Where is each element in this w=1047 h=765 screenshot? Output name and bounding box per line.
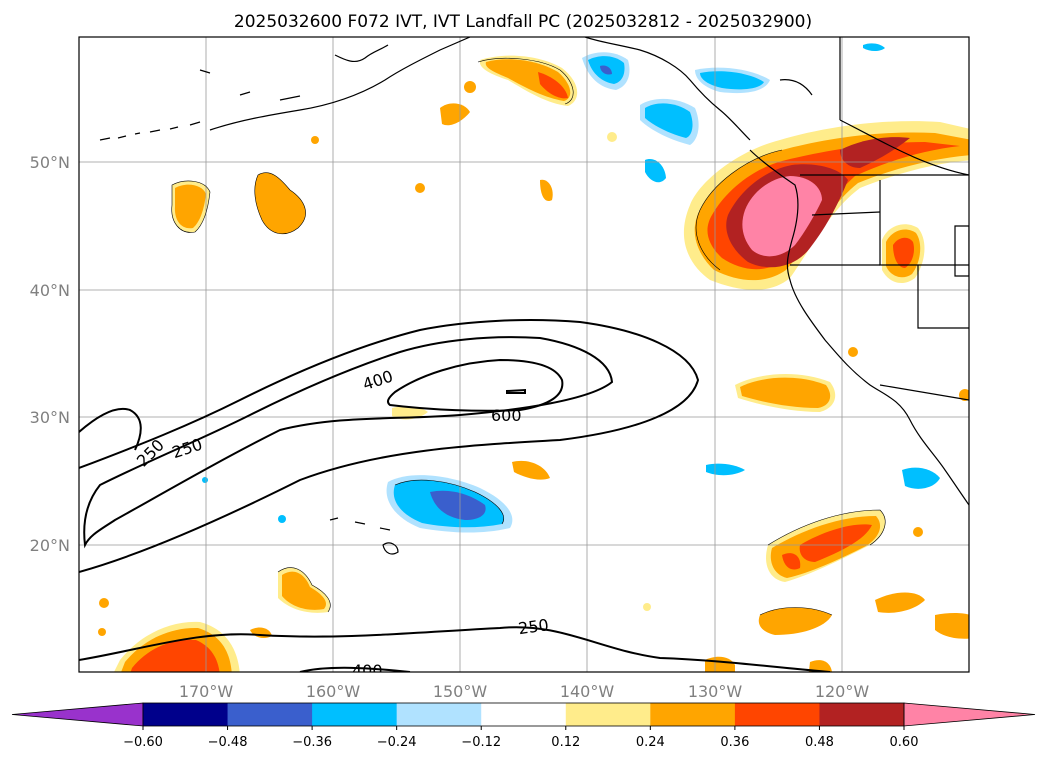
contour-label: 250 (517, 615, 550, 638)
small-blue-region (706, 463, 745, 476)
colorbar-segment (734, 703, 820, 726)
pnw-landfall-region (683, 121, 969, 290)
lon-label: 130°W (688, 682, 743, 701)
colorbar-tick-label: 0.48 (805, 735, 834, 750)
colorbar-segment (227, 703, 313, 726)
contour-inner (506, 388, 526, 394)
colorbar-tick-label: 0.12 (551, 735, 580, 750)
contour-250-south (79, 626, 831, 672)
lat-label: 20°N (30, 536, 70, 555)
central-pacific-blue (386, 475, 513, 533)
subtropical-orange (114, 374, 969, 672)
colorbar-segment (143, 703, 229, 726)
colorbar-segment (481, 703, 567, 726)
contour-250-outer (79, 319, 700, 573)
map-plot-area: 250 250 400 600 250 400 (79, 37, 969, 680)
colorbar-tick-label: −0.60 (123, 735, 163, 750)
colorbar-tick-label: −0.48 (208, 735, 248, 750)
contour-250-west (79, 407, 142, 451)
ivt-contours (79, 319, 831, 672)
colorbar-tick-label: 0.60 (890, 735, 919, 750)
colorbar-tick-label: 0.24 (636, 735, 665, 750)
contour-400-south (299, 666, 411, 672)
colorbar (11, 702, 1036, 727)
contour-label: 600 (491, 406, 522, 425)
gulf-alaska-region (479, 55, 578, 106)
shading-outlines (171, 58, 886, 616)
map-gridlines (79, 37, 969, 672)
colorbar-segment (565, 703, 651, 726)
colorbar-segment (819, 703, 905, 726)
lat-label: 30°N (30, 408, 70, 427)
longitude-labels: 170°W 160°W 150°W 140°W 130°W 120°W (179, 682, 870, 701)
colorbar-tick-label: −0.24 (377, 735, 417, 750)
colorbar-tick-label: −0.36 (292, 735, 332, 750)
colorbar-tick-label: 0.36 (720, 735, 749, 750)
lon-label: 140°W (560, 682, 615, 701)
lon-label: 160°W (306, 682, 361, 701)
colorbar-extend-right (903, 702, 1036, 727)
colorbar-segment (312, 703, 398, 726)
map-frame (78, 36, 970, 673)
figure-title: 2025032600 F072 IVT, IVT Landfall PC (20… (234, 12, 812, 32)
bc-blue-regions (582, 43, 885, 183)
coastlines (99, 37, 969, 555)
colorbar-border (142, 702, 905, 727)
colorbar-segment (650, 703, 736, 726)
west-pacific-orange (171, 103, 553, 234)
lon-label: 120°W (815, 682, 870, 701)
small-blue-region (902, 467, 940, 489)
contour-400 (83, 336, 614, 549)
contour-label: 400 (352, 661, 383, 680)
lat-label: 50°N (30, 153, 70, 172)
ivt-shading (98, 43, 969, 672)
colorbar-tick-label: −0.12 (461, 735, 501, 750)
scattered-specks (98, 81, 969, 636)
colorbar-extend-left (11, 702, 144, 727)
contour-600 (386, 358, 564, 412)
colorbar-ticks: −0.60 −0.48 −0.36 −0.24 −0.12 0.12 0.24 0.36 0.4… (123, 726, 918, 750)
colorbar-segment (396, 703, 482, 726)
lon-label: 170°W (179, 682, 234, 701)
lon-label: 150°W (433, 682, 488, 701)
latitude-labels: 50°N 40°N 30°N 20°N (30, 153, 70, 555)
lat-label: 40°N (30, 281, 70, 300)
